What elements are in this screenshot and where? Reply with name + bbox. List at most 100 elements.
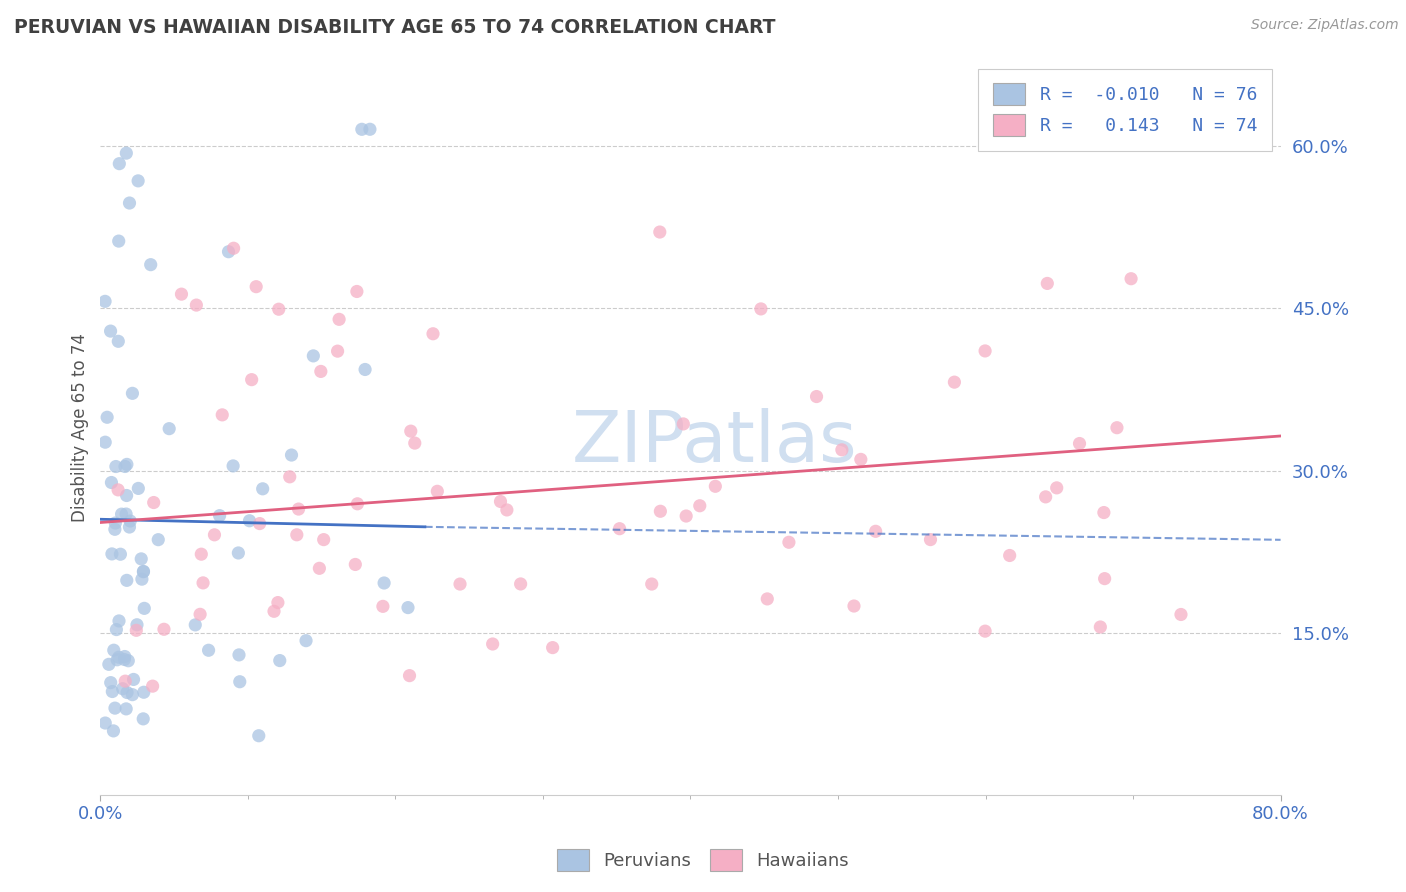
Point [115,488,138,502]
Point [1069,436,1091,450]
Point [104,459,127,474]
Point [184,618,207,632]
Point [749,301,772,316]
Point [449,577,471,591]
Point [190,547,212,561]
Point [105,623,128,637]
Point [197,643,219,657]
Point [208,508,231,523]
Point [302,349,325,363]
Point [675,509,697,524]
Point [541,640,564,655]
Point [1090,620,1112,634]
Point [974,624,997,639]
Point [346,285,368,299]
Point [704,479,727,493]
Point [191,575,214,590]
Point [211,408,233,422]
Point [267,596,290,610]
Point [94,716,117,731]
Point [100,324,122,338]
Point [489,494,512,508]
Point [139,258,162,272]
Point [842,599,865,613]
Point [142,679,165,693]
Point [249,516,271,531]
Point [371,599,394,614]
Point [350,122,373,136]
Point [122,673,145,687]
Point [399,424,422,438]
Point [287,502,309,516]
Y-axis label: Disability Age 65 to 74: Disability Age 65 to 74 [72,333,89,522]
Point [114,649,136,664]
Point [120,514,142,528]
Point [100,475,122,490]
Point [115,507,138,521]
Point [974,343,997,358]
Text: PERUVIAN VS HAWAIIAN DISABILITY AGE 65 TO 74 CORRELATION CHART: PERUVIAN VS HAWAIIAN DISABILITY AGE 65 T… [14,18,776,37]
Point [1036,277,1059,291]
Point [756,591,779,606]
Point [222,458,245,473]
Point [117,654,139,668]
Point [101,684,124,698]
Point [245,279,267,293]
Point [121,386,143,401]
Point [132,565,155,579]
Point [127,482,149,496]
Legend: Peruvians, Hawaiians: Peruvians, Hawaiians [550,842,856,879]
Point [142,495,165,509]
Point [689,499,711,513]
Point [132,565,155,579]
Point [278,470,301,484]
Point [228,546,250,560]
Point [359,122,381,136]
Point [125,617,148,632]
Point [373,576,395,591]
Point [849,452,872,467]
Point [115,702,138,716]
Point [396,600,419,615]
Point [127,174,149,188]
Point [308,561,330,575]
Point [426,484,449,499]
Point [509,577,531,591]
Point [252,482,274,496]
Point [111,681,134,696]
Point [101,547,124,561]
Text: Source: ZipAtlas.com: Source: ZipAtlas.com [1251,18,1399,32]
Point [103,643,125,657]
Point [280,448,302,462]
Point [943,375,966,389]
Point [398,668,420,682]
Point [100,675,122,690]
Point [112,652,135,666]
Point [422,326,444,341]
Point [354,362,377,376]
Point [865,524,887,539]
Point [115,685,138,699]
Point [108,156,131,170]
Point [295,633,318,648]
Point [170,287,193,301]
Point [115,574,138,588]
Point [114,674,136,689]
Point [118,196,141,211]
Point [404,436,426,450]
Point [309,364,332,378]
Point [267,302,290,317]
Legend: R =  -0.010   N = 76, R =   0.143   N = 74: R = -0.010 N = 76, R = 0.143 N = 74 [979,69,1271,151]
Point [104,701,127,715]
Point [1092,506,1115,520]
Point [104,522,127,536]
Point [1105,420,1128,434]
Point [1046,481,1069,495]
Point [648,225,671,239]
Point [998,549,1021,563]
Point [107,650,129,665]
Point [247,729,270,743]
Point [285,528,308,542]
Point [222,241,245,255]
Point [1170,607,1192,622]
